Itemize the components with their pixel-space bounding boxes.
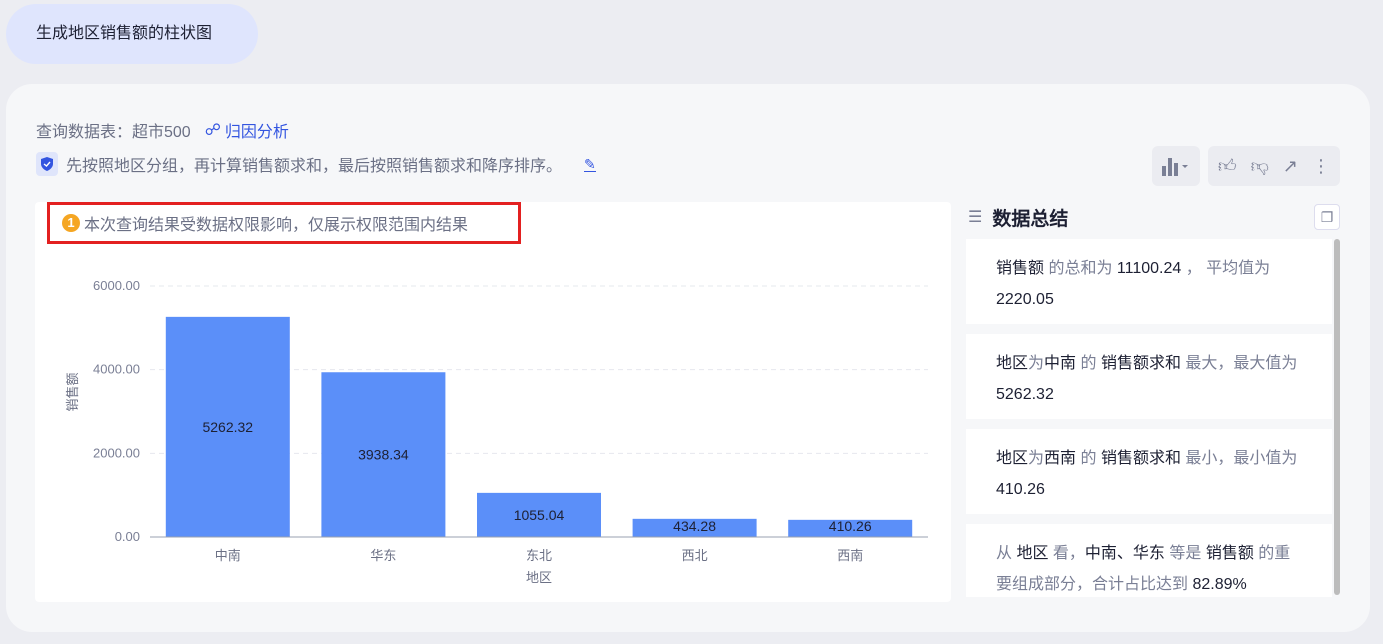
summary-text: 最小，最小值为	[1180, 450, 1298, 467]
bar-chart-icon	[1161, 158, 1188, 176]
toolbar: 👍︎ 👎︎ ↗ ⋮	[1151, 146, 1340, 186]
attribution-analysis-link[interactable]: ☍ 归因分析	[204, 122, 289, 141]
shield-icon	[36, 152, 58, 176]
y-tick-label: 0.00	[115, 529, 140, 544]
summary-list: 销售额 的总和为 11100.24 ， 平均值为 2220.05 地区为中南 的 …	[966, 239, 1332, 597]
chart-type-button[interactable]	[1151, 146, 1200, 186]
x-tick-label: 中南	[215, 548, 241, 563]
summary-header: ☰ 数据总结 ❐	[968, 202, 1340, 232]
y-axis-label: 销售额	[65, 372, 80, 411]
y-tick-label: 2000.00	[93, 445, 140, 460]
copy-icon: ❐	[1320, 208, 1334, 225]
attribution-icon: ☍	[204, 122, 221, 139]
edit-icon[interactable]: ✎	[584, 155, 596, 172]
summary-highlight: 82.89%	[1192, 576, 1247, 593]
x-tick-label: 东北	[526, 548, 552, 563]
summary-text: 最大，最大值为	[1180, 355, 1298, 372]
query-table-label: 查询数据表：超市500	[36, 124, 191, 141]
query-meta: 查询数据表：超市500 ☍ 归因分析	[36, 118, 289, 142]
summary-highlight: 销售额	[996, 260, 1045, 277]
summary-highlight: 地区	[1016, 545, 1049, 562]
summary-title: 数据总结	[992, 208, 1069, 230]
summary-highlight: 西南	[1044, 450, 1077, 467]
bar-value-label: 3938.34	[358, 447, 409, 463]
summary-text: 看，	[1048, 545, 1085, 562]
summary-item: 销售额 的总和为 11100.24 ， 平均值为 2220.05	[966, 239, 1332, 324]
bar-value-label: 410.26	[829, 518, 872, 534]
bar	[165, 316, 290, 537]
thumbs-up-icon[interactable]: 👍︎	[1217, 156, 1237, 176]
copy-button[interactable]: ❐	[1314, 204, 1340, 230]
summary-text: 为	[1028, 355, 1045, 372]
thumbs-down-icon[interactable]: 👎︎	[1250, 156, 1269, 176]
y-tick-label: 4000.00	[93, 362, 140, 377]
summary-highlight: 中南、华东	[1084, 545, 1165, 562]
permission-warning: 1 本次查询结果受数据权限影响，仅展示权限范围内结果	[47, 202, 521, 244]
summary-item: 地区为中南 的 销售额求和 最大，最大值为 5262.32	[966, 334, 1332, 419]
summary-text: 等是	[1164, 545, 1206, 562]
summary-highlight: 5262.32	[996, 386, 1054, 403]
summary-highlight: 11100.24	[1116, 260, 1182, 277]
summary-highlight: 地区	[996, 450, 1029, 467]
more-icon[interactable]: ⋮	[1312, 155, 1330, 176]
summary-text: ， 平均值为	[1181, 260, 1271, 277]
summary-highlight: 销售额求和	[1100, 450, 1181, 467]
summary-highlight: 地区	[996, 355, 1029, 372]
summary-item: 从 地区 看，中南、华东 等是 销售额 的重要组成部分，合计占比达到 82.89…	[966, 524, 1332, 597]
summary-text: 的总和为	[1044, 260, 1117, 277]
summary-text: 的	[1076, 355, 1101, 372]
warning-text: 本次查询结果受数据权限影响，仅展示权限范围内结果	[84, 217, 469, 234]
bar-value-label: 1055.04	[514, 507, 565, 523]
bar-value-label: 434.28	[673, 518, 716, 534]
user-prompt-bubble: 生成地区销售额的柱状图	[6, 4, 258, 64]
share-icon[interactable]: ↗	[1282, 155, 1298, 176]
bar	[788, 519, 913, 537]
feedback-group: 👍︎ 👎︎ ↗ ⋮	[1207, 146, 1340, 186]
summary-text: 的重要组成部分，合计占比达到	[996, 545, 1291, 593]
y-tick-label: 6000.00	[93, 278, 140, 293]
bar	[632, 518, 757, 537]
summary-text: 从	[996, 545, 1017, 562]
summary-highlight: 销售额求和	[1100, 355, 1181, 372]
summary-highlight: 410.26	[996, 481, 1045, 498]
summary-item: 地区为西南 的 销售额求和 最小，最小值为 410.26	[966, 429, 1332, 514]
x-tick-label: 华东	[370, 548, 396, 563]
outline-icon: ☰	[968, 209, 983, 226]
summary-highlight: 中南	[1044, 355, 1077, 372]
summary-highlight: 销售额	[1205, 545, 1254, 562]
bar-value-label: 5262.32	[202, 419, 253, 435]
summary-text: 的	[1076, 450, 1101, 467]
x-tick-label: 西南	[837, 548, 863, 563]
summary-highlight: 2220.05	[996, 291, 1054, 308]
query-description: 先按照地区分组，再计算销售额求和，最后按照销售额求和降序排序。 ✎	[36, 152, 596, 176]
summary-scrollbar[interactable]	[1334, 239, 1340, 595]
bar-chart: 0.00 2000.00 4000.00 6000.00 5262.32 中南 3938.3…	[65, 278, 928, 585]
description-text: 先按照地区分组，再计算销售额求和，最后按照销售额求和降序排序。	[66, 158, 563, 175]
summary-text: 为	[1028, 450, 1045, 467]
bar	[321, 372, 446, 537]
chart-panel: 1 本次查询结果受数据权限影响，仅展示权限范围内结果 0.00 2000.00 40…	[35, 202, 951, 602]
bar	[477, 492, 601, 537]
x-axis-label: 地区	[526, 570, 552, 585]
x-tick-label: 西北	[682, 548, 708, 563]
answer-card: 查询数据表：超市500 ☍ 归因分析 先按照地区分组，再计算销售额求和，最后按照…	[6, 84, 1370, 632]
warning-badge: 1	[62, 214, 80, 232]
